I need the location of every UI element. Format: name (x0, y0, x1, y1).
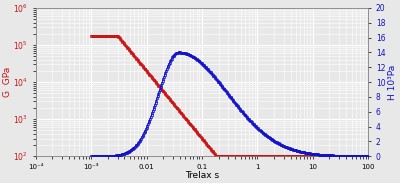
Y-axis label: H 10³Pa: H 10³Pa (388, 64, 397, 100)
Y-axis label: G  GPa: G GPa (3, 67, 12, 97)
X-axis label: Trelax s: Trelax s (185, 171, 219, 180)
